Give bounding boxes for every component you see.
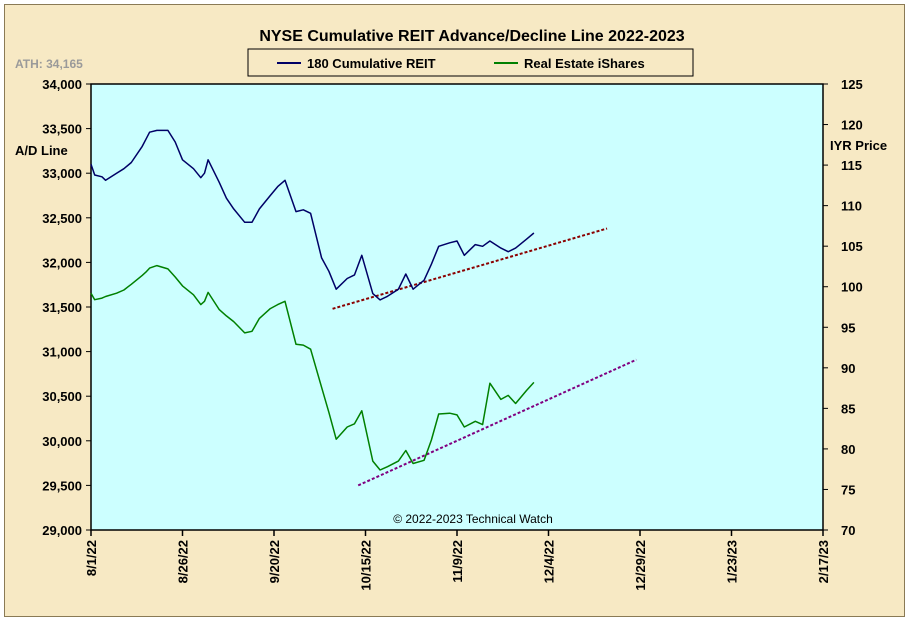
ath-label: ATH: 34,165: [15, 57, 83, 71]
x-tick-label: 9/20/22: [267, 540, 282, 583]
trendline-iyr: [357, 358, 637, 487]
left-tick-label: 32,000: [42, 255, 82, 270]
x-tick-label: 1/23/23: [725, 540, 740, 583]
left-tick-label: 29,500: [42, 478, 82, 493]
trendline-ad-line: [332, 227, 608, 310]
right-tick-label: 80: [841, 442, 855, 457]
left-tick-label: 30,500: [42, 389, 82, 404]
right-tick-label: 110: [841, 199, 862, 214]
legend-box: [247, 48, 694, 77]
right-tick-label: 120: [841, 118, 863, 133]
left-axis: 29,000 29,500 30,000 30,500 31,000 31,500 32,0…: [42, 77, 91, 538]
left-tick-label: 30,000: [42, 434, 82, 449]
legend-label-ad-line: 180 Cumulative REIT: [307, 56, 436, 71]
right-axis: 70 75 80 85 90 95 100 105 110 115 120 125: [823, 77, 863, 538]
left-axis-label: A/D Line: [15, 143, 68, 158]
right-axis-label: IYR Price: [830, 138, 887, 153]
right-tick-label: 90: [841, 361, 855, 376]
plot-area: [90, 83, 824, 531]
chart-frame: NYSE Cumulative REIT Advance/Decline Lin…: [4, 4, 905, 617]
right-tick-label: 95: [841, 320, 855, 335]
right-tick-label: 75: [841, 482, 855, 497]
left-tick-label: 32,500: [42, 211, 82, 226]
right-tick-label: 100: [841, 280, 863, 295]
copyright-text: © 2022-2023 Technical Watch: [393, 512, 553, 526]
left-tick-label: 31,000: [42, 345, 82, 360]
x-tick-label: 8/1/22: [84, 540, 99, 576]
x-tick-label: 10/15/22: [359, 540, 374, 591]
x-tick-label: 12/29/22: [633, 540, 648, 591]
x-axis: 8/1/22 8/26/22 9/20/22 10/15/22 11/9/22 12/4/…: [84, 530, 831, 591]
x-tick-label: 2/17/23: [816, 540, 831, 583]
right-tick-label: 125: [841, 77, 863, 92]
series-lines: [90, 129, 535, 471]
chart-canvas: NYSE Cumulative REIT Advance/Decline Lin…: [15, 28, 887, 591]
legend-label-iyr: Real Estate iShares: [524, 56, 645, 71]
trendlines: [332, 227, 637, 487]
chart-title: NYSE Cumulative REIT Advance/Decline Lin…: [259, 28, 684, 45]
left-tick-label: 29,000: [42, 523, 82, 538]
x-tick-label: 12/4/22: [542, 540, 557, 583]
left-tick-label: 31,500: [42, 300, 82, 315]
x-tick-label: 8/26/22: [176, 540, 191, 583]
right-tick-label: 115: [841, 158, 862, 173]
series-line-iyr: [90, 264, 535, 471]
legend: 180 Cumulative REIT Real Estate iShares: [247, 48, 694, 77]
left-tick-label: 34,000: [42, 77, 82, 92]
x-tick-label: 11/9/22: [450, 540, 465, 583]
left-tick-label: 33,000: [42, 166, 82, 181]
right-tick-label: 85: [841, 401, 855, 416]
series-line-ad: [90, 129, 535, 301]
right-tick-label: 70: [841, 523, 855, 538]
right-tick-label: 105: [841, 239, 863, 254]
left-tick-label: 33,500: [42, 122, 82, 137]
